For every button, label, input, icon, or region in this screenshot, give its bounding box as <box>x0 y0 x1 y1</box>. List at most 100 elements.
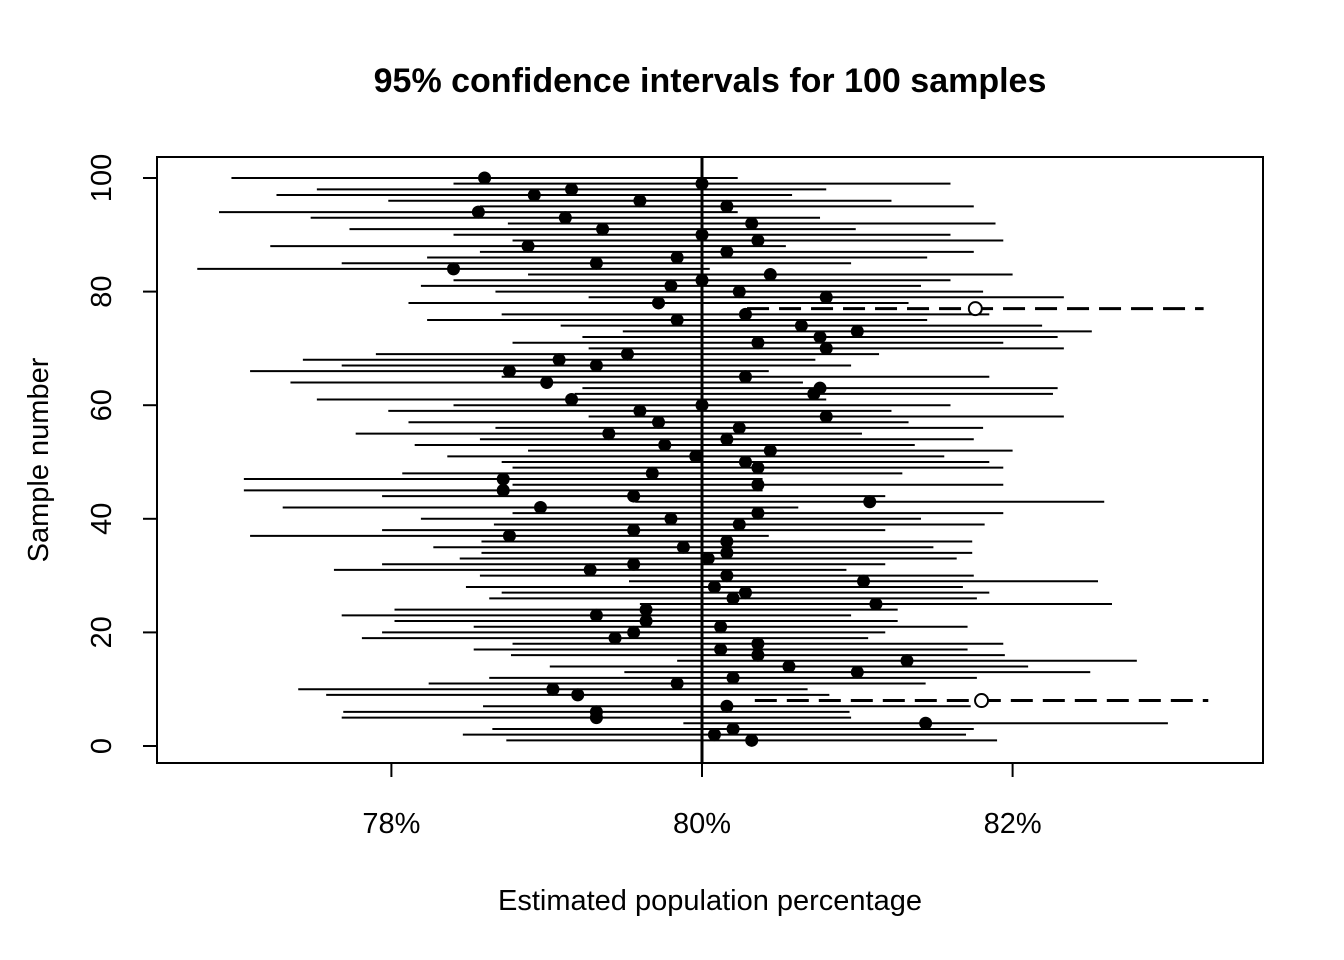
estimate-point-98 <box>565 182 579 196</box>
estimate-point-31 <box>583 563 597 577</box>
estimate-point-27 <box>738 586 752 600</box>
estimate-point-24 <box>639 603 653 617</box>
estimate-point-89 <box>751 233 765 247</box>
estimate-point-73 <box>850 324 864 338</box>
estimate-point-21 <box>714 620 728 634</box>
estimate-point-85 <box>589 256 603 270</box>
estimate-point-11 <box>670 677 684 691</box>
estimate-point-48 <box>645 466 659 480</box>
estimate-point-95 <box>720 199 734 213</box>
estimate-point-70 <box>819 341 833 355</box>
estimate-point-28 <box>707 580 721 594</box>
estimate-point-65 <box>738 370 752 384</box>
chart-title: 95% confidence intervals for 100 samples <box>374 62 1047 100</box>
estimate-point-93 <box>558 211 572 225</box>
estimate-point-64 <box>540 375 554 389</box>
estimate-point-88 <box>521 239 535 253</box>
estimate-point-84 <box>447 262 461 276</box>
estimate-point-49 <box>751 461 765 475</box>
estimate-point-41 <box>751 506 765 520</box>
estimate-point-22 <box>639 614 653 628</box>
estimate-point-43 <box>863 495 877 509</box>
estimate-point-open-77 <box>967 301 983 317</box>
estimate-point-37 <box>502 529 516 543</box>
estimate-point-6 <box>589 705 603 719</box>
estimate-point-4 <box>919 716 933 730</box>
estimate-point-15 <box>900 654 914 668</box>
estimate-point-72 <box>813 330 827 344</box>
estimate-point-32 <box>627 557 641 571</box>
estimate-point-76 <box>738 307 752 321</box>
estimate-point-44 <box>627 489 641 503</box>
estimate-points <box>447 171 990 747</box>
x-tick-label-78: 78% <box>362 808 420 840</box>
estimate-point-30 <box>720 569 734 583</box>
estimate-point-13 <box>850 665 864 679</box>
estimate-point-23 <box>589 608 603 622</box>
estimate-point-39 <box>732 517 746 531</box>
y-tick-label-100: 100 <box>86 154 118 202</box>
estimate-point-25 <box>869 597 883 611</box>
estimate-point-47 <box>496 472 510 486</box>
plot-frame <box>156 156 1264 764</box>
y-tick-label-40: 40 <box>86 503 118 535</box>
estimate-point-50 <box>738 455 752 469</box>
estimate-point-81 <box>664 279 678 293</box>
estimate-point-78 <box>652 296 666 310</box>
estimate-point-56 <box>732 421 746 435</box>
y-tick-label-20: 20 <box>86 616 118 648</box>
estimate-point-38 <box>627 523 641 537</box>
estimate-point-52 <box>763 444 777 458</box>
estimate-point-36 <box>720 535 734 549</box>
estimate-point-71 <box>751 336 765 350</box>
estimate-point-1 <box>745 733 759 747</box>
x-axis-label: Estimated population percentage <box>498 885 922 917</box>
estimate-point-80 <box>732 285 746 299</box>
estimate-point-53 <box>658 438 672 452</box>
estimate-point-66 <box>502 364 516 378</box>
estimate-point-96 <box>633 194 647 208</box>
estimate-point-69 <box>620 347 634 361</box>
estimate-point-14 <box>782 659 796 673</box>
x-axis: 78% 80% 82% <box>362 763 1042 840</box>
y-axis: 0 20 40 60 80 100 <box>86 154 157 754</box>
estimate-point-45 <box>496 483 510 497</box>
estimate-point-86 <box>670 251 684 265</box>
estimate-point-59 <box>633 404 647 418</box>
estimate-point-67 <box>589 358 603 372</box>
estimate-point-83 <box>763 268 777 282</box>
estimate-point-61 <box>565 393 579 407</box>
estimate-point-9 <box>571 688 585 702</box>
estimate-point-42 <box>533 500 547 514</box>
estimate-point-63 <box>813 381 827 395</box>
estimate-point-18 <box>751 637 765 651</box>
estimate-point-57 <box>652 415 666 429</box>
y-axis-label: Sample number <box>23 357 55 562</box>
estimate-point-7 <box>720 699 734 713</box>
estimate-point-55 <box>602 427 616 441</box>
estimate-point-74 <box>794 319 808 333</box>
y-tick-label-60: 60 <box>86 389 118 421</box>
x-tick-label-82: 82% <box>984 808 1042 840</box>
estimate-point-35 <box>676 540 690 554</box>
estimate-point-open-8 <box>974 693 990 709</box>
estimate-point-51 <box>689 449 703 463</box>
estimate-point-12 <box>726 671 740 685</box>
estimate-point-68 <box>552 353 566 367</box>
estimate-point-75 <box>670 313 684 327</box>
estimate-point-54 <box>720 432 734 446</box>
x-tick-label-80: 80% <box>673 808 731 840</box>
estimate-point-19 <box>608 631 622 645</box>
estimate-point-26 <box>726 591 740 605</box>
estimate-point-46 <box>751 478 765 492</box>
estimate-point-10 <box>546 682 560 696</box>
estimate-point-100 <box>478 171 492 185</box>
estimate-point-92 <box>745 216 759 230</box>
estimate-point-79 <box>819 290 833 304</box>
estimate-point-29 <box>857 574 871 588</box>
estimate-point-34 <box>720 546 734 560</box>
estimate-point-58 <box>819 410 833 424</box>
estimate-point-20 <box>627 625 641 639</box>
estimate-point-17 <box>714 642 728 656</box>
